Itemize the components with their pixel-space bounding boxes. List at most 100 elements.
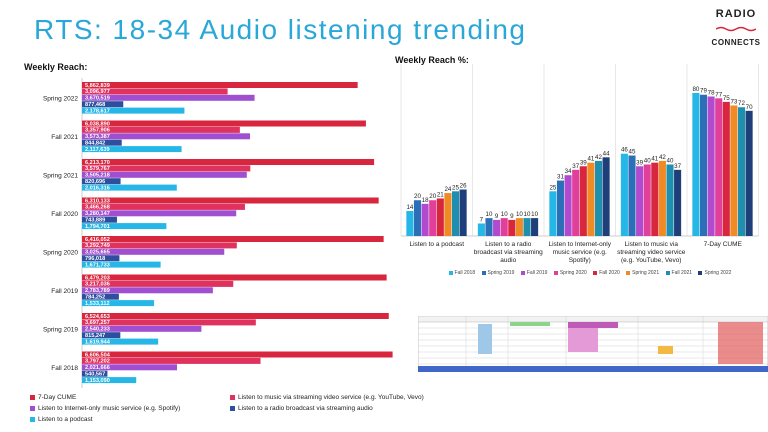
data-label: 10	[486, 211, 493, 218]
bar	[628, 155, 636, 236]
legend-label: Fall 2019	[526, 270, 548, 276]
bar	[82, 94, 255, 101]
legend-swatch	[520, 270, 525, 275]
data-label: 877,468	[85, 102, 105, 108]
legend-swatch	[30, 394, 35, 400]
bar	[413, 200, 422, 236]
legend-label: Spring 2020	[559, 270, 587, 276]
bar	[82, 184, 177, 191]
data-label: 75	[723, 95, 730, 102]
bar	[730, 105, 738, 236]
data-label: 41	[651, 156, 658, 163]
data-label: 3,280,147	[85, 211, 110, 217]
data-label: 3,697,257	[85, 320, 110, 326]
legend-swatch	[665, 270, 670, 275]
bar	[745, 110, 753, 236]
bar	[82, 88, 228, 95]
bar	[692, 92, 700, 236]
legend-item-podcast: Listen to a podcast	[30, 416, 93, 423]
bar	[82, 210, 237, 217]
bar	[477, 223, 485, 236]
legend-swatch	[230, 394, 235, 400]
data-label: 1,619,944	[85, 339, 111, 345]
bar	[651, 162, 659, 236]
bar	[82, 287, 213, 294]
category-label: Listen to music via	[625, 241, 679, 248]
bar	[572, 169, 580, 236]
category-label: Spotify)	[569, 257, 591, 264]
legend-item-cume: 7-Day CUME	[30, 394, 76, 401]
data-label: 2,021,666	[85, 365, 110, 371]
radio-connects-logo: RADIO CONNECTS	[708, 8, 764, 47]
bar	[82, 364, 178, 371]
data-label: 10	[516, 211, 523, 218]
data-label: 2,178,617	[85, 108, 110, 114]
legend-label: Listen to music via streaming video serv…	[238, 394, 424, 401]
category-label: Fall 2018	[51, 365, 78, 372]
bar	[421, 203, 429, 236]
data-label: 3,217,036	[85, 282, 110, 288]
data-label: 20	[414, 193, 421, 200]
data-label: 3,096,977	[85, 89, 110, 95]
data-label: 6,524,653	[85, 314, 110, 320]
legend-swatch	[553, 270, 558, 275]
category-label: 7-Day CUME	[704, 241, 743, 248]
bar	[82, 139, 122, 146]
data-label: 80	[692, 86, 699, 93]
bar	[82, 293, 119, 300]
category-label: broadcast via streaming	[474, 249, 543, 256]
data-label: 37	[674, 163, 681, 170]
bar	[722, 101, 730, 236]
bar	[82, 165, 251, 172]
legend-swatch	[448, 270, 453, 275]
legend-swatch	[593, 270, 598, 275]
bar	[82, 178, 121, 185]
data-label: 7	[480, 216, 484, 223]
data-label: 3,466,268	[85, 205, 110, 211]
logo-wave-icon	[715, 26, 757, 32]
bar	[82, 223, 167, 230]
page-title: RTS: 18-34 Audio listening trending	[34, 14, 527, 45]
bar	[493, 219, 501, 236]
data-label: 39	[580, 159, 587, 166]
bar	[643, 164, 651, 236]
bar	[658, 160, 666, 236]
bar	[82, 370, 108, 377]
data-label: 6,479,203	[85, 275, 110, 281]
data-label: 72	[738, 100, 745, 107]
bar	[699, 94, 708, 236]
data-label: 3,797,202	[85, 359, 110, 365]
legend-swatch	[626, 270, 631, 275]
left-chart-title: Weekly Reach:	[24, 62, 88, 72]
category-label: Fall 2020	[51, 211, 78, 218]
category-label: audio	[500, 257, 516, 264]
data-label: 10	[501, 211, 508, 218]
data-label: 1,153,090	[85, 378, 110, 384]
left-legend: 7-Day CUME Listen to music via streaming…	[30, 394, 424, 428]
logo-line2: CONNECTS	[711, 38, 761, 47]
logo-line1: RADIO	[715, 8, 757, 20]
bar	[406, 210, 414, 236]
data-label: 42	[659, 154, 666, 161]
bar	[444, 193, 452, 236]
data-label: 6,213,170	[85, 160, 110, 166]
data-label: 540,567	[85, 372, 105, 378]
data-label: 3,579,767	[85, 166, 110, 172]
bar	[82, 203, 245, 210]
legend-label: Spring 2021	[632, 270, 660, 276]
legend-label: Listen to a radio broadcast via streamin…	[238, 405, 373, 412]
category-label: Fall 2019	[51, 288, 78, 295]
legend-swatch	[230, 405, 235, 411]
data-label: 25	[549, 184, 556, 191]
data-label: 40	[667, 157, 674, 164]
data-label: 2,540,233	[85, 327, 110, 333]
data-label: 26	[460, 183, 467, 190]
bar	[500, 218, 508, 236]
category-label: Listen to a podcast	[409, 241, 464, 248]
bar	[451, 191, 460, 236]
legend-label: Fall 2020	[599, 270, 620, 276]
data-label: 18	[422, 197, 429, 204]
bar	[82, 197, 379, 204]
data-label: 10	[531, 211, 538, 218]
category-label: streaming video service	[617, 249, 686, 256]
